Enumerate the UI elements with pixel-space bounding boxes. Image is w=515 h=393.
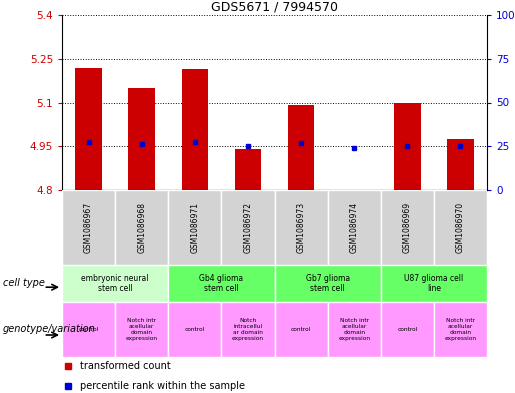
Text: GSM1086969: GSM1086969 — [403, 202, 412, 253]
Text: GSM1086967: GSM1086967 — [84, 202, 93, 253]
Bar — [75, 68, 102, 190]
Bar — [168, 302, 221, 357]
Bar — [221, 302, 274, 357]
Bar — [62, 302, 115, 357]
Bar — [181, 69, 208, 190]
Text: Notch
intracellul
ar domain
expression: Notch intracellul ar domain expression — [232, 318, 264, 341]
Bar — [381, 265, 487, 302]
Bar — [274, 190, 328, 265]
Title: GDS5671 / 7994570: GDS5671 / 7994570 — [211, 1, 338, 14]
Bar — [235, 149, 261, 190]
Text: control: control — [291, 327, 311, 332]
Bar — [328, 190, 381, 265]
Bar — [434, 190, 487, 265]
Bar — [128, 88, 155, 190]
Text: embryonic neural
stem cell: embryonic neural stem cell — [81, 274, 149, 293]
Bar — [288, 105, 314, 190]
Text: GSM1086972: GSM1086972 — [244, 202, 252, 253]
Text: Notch intr
acellular
domain
expression: Notch intr acellular domain expression — [126, 318, 158, 341]
Bar — [115, 190, 168, 265]
Bar — [394, 103, 421, 190]
Bar — [168, 190, 221, 265]
Text: Notch intr
acellular
domain
expression: Notch intr acellular domain expression — [338, 318, 370, 341]
Bar — [62, 190, 115, 265]
Text: Gb7 glioma
stem cell: Gb7 glioma stem cell — [305, 274, 350, 293]
Text: Gb4 glioma
stem cell: Gb4 glioma stem cell — [199, 274, 244, 293]
Text: transformed count: transformed count — [80, 361, 170, 371]
Bar — [381, 302, 434, 357]
Text: GSM1086971: GSM1086971 — [191, 202, 199, 253]
Text: GSM1086970: GSM1086970 — [456, 202, 465, 253]
Text: cell type: cell type — [3, 279, 44, 288]
Bar — [62, 265, 168, 302]
Bar — [221, 190, 274, 265]
Text: control: control — [78, 327, 99, 332]
Text: control: control — [397, 327, 418, 332]
Bar — [328, 302, 381, 357]
Text: genotype/variation: genotype/variation — [3, 325, 95, 334]
Text: percentile rank within the sample: percentile rank within the sample — [80, 381, 245, 391]
Text: GSM1086973: GSM1086973 — [297, 202, 305, 253]
Bar — [447, 139, 474, 190]
Bar — [274, 302, 328, 357]
Text: U87 glioma cell
line: U87 glioma cell line — [404, 274, 464, 293]
Bar — [168, 265, 274, 302]
Text: Notch intr
acellular
domain
expression: Notch intr acellular domain expression — [444, 318, 476, 341]
Bar — [381, 190, 434, 265]
Bar — [274, 265, 381, 302]
Bar — [434, 302, 487, 357]
Text: control: control — [185, 327, 205, 332]
Bar — [115, 302, 168, 357]
Text: GSM1086968: GSM1086968 — [137, 202, 146, 253]
Text: GSM1086974: GSM1086974 — [350, 202, 358, 253]
